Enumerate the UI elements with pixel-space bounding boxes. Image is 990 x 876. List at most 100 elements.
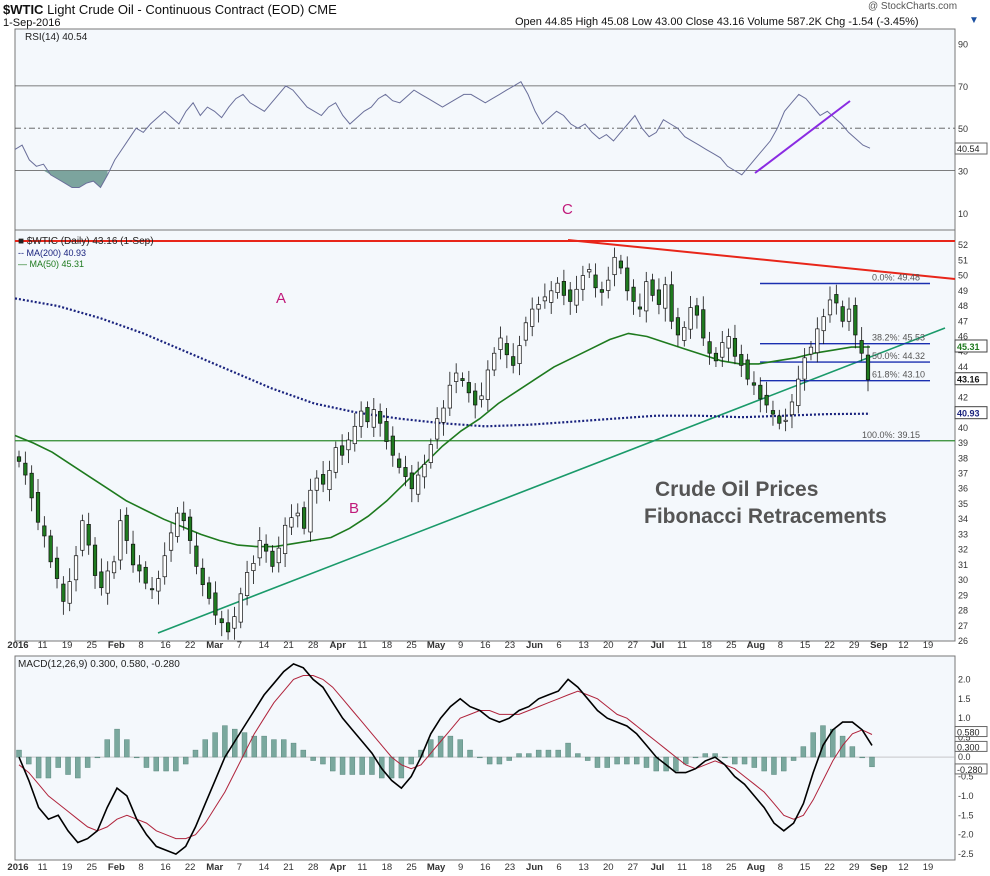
candle-body — [599, 289, 604, 293]
rsi-value-tag-box — [954, 142, 988, 155]
macd-histogram-bar — [75, 756, 81, 779]
macd-histogram-bar — [614, 756, 620, 765]
x-tick-label: 20 — [603, 640, 614, 651]
x-tick-label: 19 — [62, 640, 73, 651]
x-tick-label: Jun — [526, 640, 543, 651]
x-tick-label: Jul — [651, 640, 665, 651]
price-tick-label: 33 — [958, 529, 968, 539]
x-tick-label: 8 — [778, 862, 783, 873]
rsi-tick-label: 70 — [958, 82, 968, 92]
candle-body — [118, 520, 123, 561]
candle-body — [130, 543, 136, 566]
close-value-tag-box — [954, 372, 988, 386]
x-tick-label: 20 — [603, 862, 614, 873]
candle-body — [29, 472, 34, 499]
candle-body — [80, 520, 85, 551]
macd-signal-tag: 0.580 — [957, 728, 980, 738]
x-tick-label: 16 — [480, 862, 491, 873]
macd-histogram-bar — [408, 756, 414, 765]
x-tick-label: 25 — [406, 640, 417, 651]
collapse-arrow-icon[interactable]: ▼ — [969, 15, 979, 26]
macd-histogram-bar — [398, 756, 405, 779]
macd-hist-tag-box — [954, 763, 988, 775]
candle-body — [441, 407, 446, 423]
macd-histogram-bar — [45, 756, 52, 779]
candle-body — [859, 340, 864, 354]
price-tick-label: 36 — [958, 484, 968, 494]
x-tick-label: 11 — [357, 640, 367, 651]
x-tick-label: 18 — [382, 862, 393, 873]
macd-histogram-bar — [869, 756, 875, 768]
candle-body — [175, 512, 180, 537]
macd-histogram-bar — [133, 756, 140, 759]
candle-body — [701, 309, 706, 339]
macd-histogram-bar — [290, 742, 297, 758]
candle-body — [865, 354, 871, 381]
candle-body — [61, 583, 66, 602]
macd-histogram-bar — [457, 739, 463, 758]
x-tick-label: 6 — [556, 862, 561, 873]
x-tick-label: 25 — [726, 862, 737, 873]
candle-body — [606, 279, 611, 291]
fib-level-label: 38.2%: 45.53 — [872, 333, 925, 343]
candle-body — [485, 369, 490, 400]
x-tick-label: 28 — [308, 640, 319, 651]
macd-histogram-bar — [575, 753, 581, 758]
price-tick-label: 47 — [958, 316, 968, 326]
macd-value-tag: 0.300 — [957, 742, 980, 752]
candle-body — [720, 342, 725, 358]
candle-body — [498, 337, 503, 350]
price-tick-label: 42 — [958, 392, 968, 402]
candle-body — [504, 343, 509, 356]
candle-body — [92, 544, 98, 576]
candle-body — [333, 447, 338, 473]
candle-body — [225, 622, 231, 633]
x-tick-label: 7 — [237, 862, 242, 873]
candle-body — [631, 286, 636, 302]
fib-level-label: 50.0%: 44.32 — [872, 351, 925, 361]
macd-histogram-bar — [555, 749, 561, 758]
x-tick-label: Jun — [526, 862, 543, 873]
macd-histogram-bar — [447, 735, 454, 758]
macd-histogram-bar — [594, 756, 601, 768]
candle-body — [54, 557, 60, 579]
candle-body — [67, 581, 72, 604]
candle-body — [137, 564, 142, 572]
x-tick-label: 22 — [824, 862, 835, 873]
macd-histogram-bar — [565, 742, 571, 758]
x-tick-label: 23 — [505, 640, 516, 651]
candle-body — [302, 507, 307, 529]
candle-body — [365, 407, 370, 423]
x-tick-label: Sep — [870, 640, 888, 651]
macd-panel-frame — [14, 655, 956, 861]
macd-tick-label: -0.5 — [958, 771, 974, 781]
x-tick-label: 22 — [185, 640, 196, 651]
macd-tick-label: -1.5 — [958, 810, 974, 820]
candle-body — [802, 357, 807, 380]
x-tick-label: 11 — [38, 640, 48, 651]
macd-histogram-bar — [496, 756, 503, 765]
candle-body — [403, 467, 408, 477]
ma50-value-tag-box — [954, 339, 988, 353]
annotation-title-line1: Crude Oil Prices — [655, 478, 818, 501]
x-tick-label: 16 — [480, 640, 491, 651]
candle-body — [73, 555, 79, 581]
wave-label-b: B — [349, 500, 359, 517]
candle-body — [796, 378, 801, 406]
rsi-tick-label: 50 — [958, 124, 968, 134]
x-tick-label: 29 — [849, 640, 860, 651]
exchange: CME — [307, 2, 337, 17]
macd-label: MACD(12,26,9) 0.300, 0.580, -0.280 — [18, 659, 180, 670]
macd-histogram-bar — [535, 749, 542, 758]
price-tick-label: 29 — [958, 590, 968, 600]
macd-histogram-bar — [800, 746, 807, 758]
x-tick-label: 13 — [578, 640, 589, 651]
candle-body — [783, 419, 788, 422]
candle-body — [764, 394, 769, 406]
candle-body — [751, 382, 757, 386]
fib-level-label: 61.8%: 43.10 — [872, 370, 925, 380]
macd-histogram-bar — [114, 728, 120, 758]
x-tick-label: 22 — [824, 640, 835, 651]
symbol[interactable]: $WTIC — [3, 2, 44, 17]
macd-histogram-bar — [722, 756, 728, 759]
